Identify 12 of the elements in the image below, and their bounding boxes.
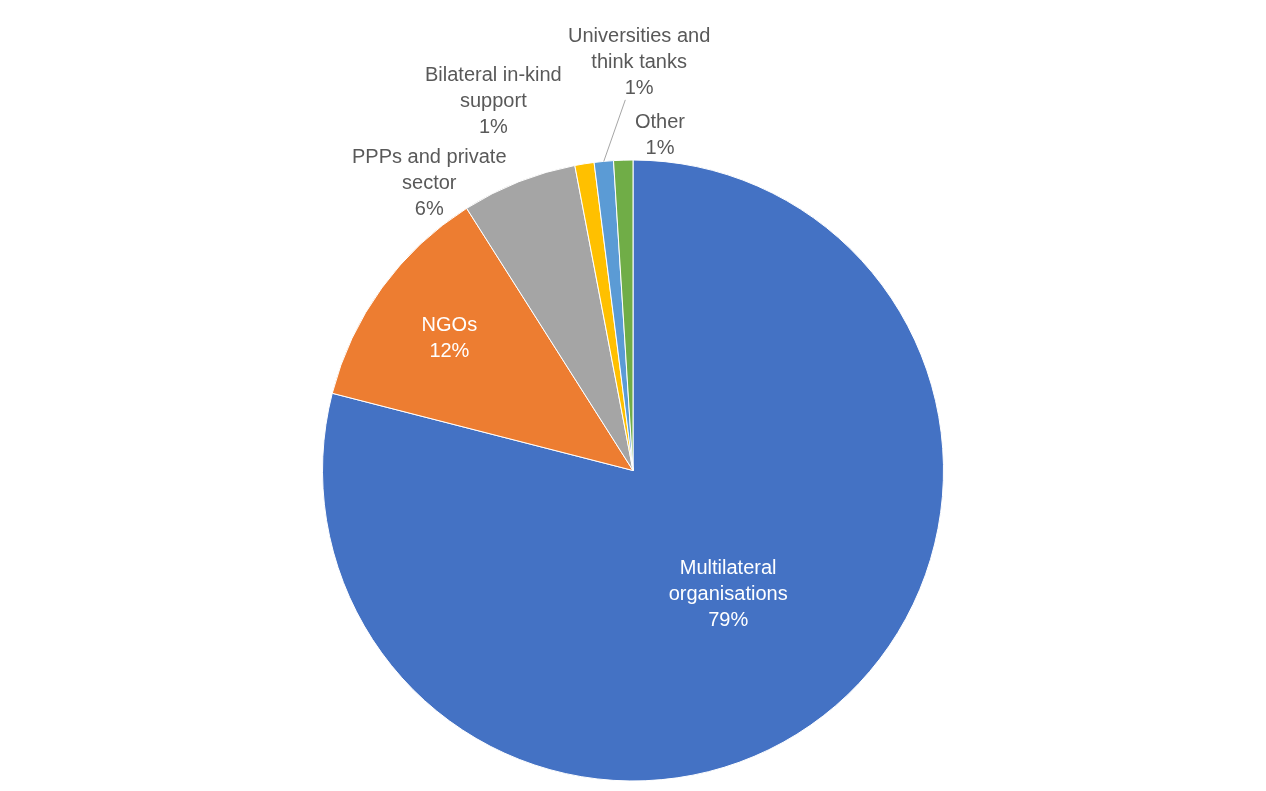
data-label: 6%	[414, 197, 444, 219]
data-label: 1%	[478, 115, 509, 137]
data-label: 1%	[645, 136, 675, 158]
data-label: 79%	[708, 608, 749, 631]
slice-label: Bilateral in-kind support	[425, 63, 562, 111]
slice-label: Multilateral organisations	[668, 556, 788, 605]
slice-label: Universities and think tanks	[568, 24, 711, 72]
data-label: 1%	[624, 76, 654, 98]
slice-label: PPPs and private sector	[352, 145, 507, 193]
slice-label: Other	[635, 110, 686, 132]
data-label: 12%	[429, 339, 470, 362]
slice-label: NGOs	[421, 313, 478, 336]
